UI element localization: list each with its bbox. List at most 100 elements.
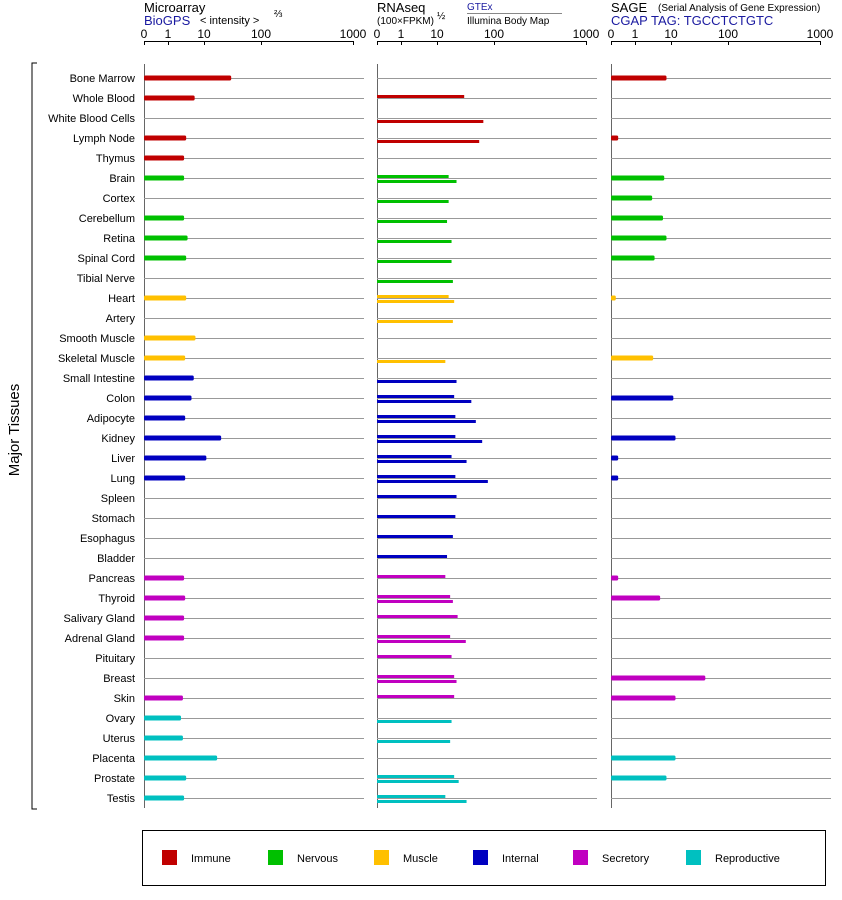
rnaseq-ibm-bar: [377, 400, 472, 403]
tissue-label: Smooth Muscle: [59, 333, 135, 345]
rnaseq-ibm-bar: [377, 720, 452, 723]
tissue-label: Tibial Nerve: [77, 273, 135, 285]
sage-bar: [611, 195, 653, 201]
rnaseq-gtex-bar: [377, 435, 456, 438]
microarray-bar: [144, 695, 183, 701]
microarray-x-tick-label: 100: [251, 27, 271, 41]
tissue-label: Spinal Cord: [78, 253, 135, 265]
microarray-subtitle: BioGPS: [144, 13, 191, 28]
tissue-label: Brain: [109, 173, 135, 185]
microarray-bar: [144, 755, 218, 761]
legend-label-internal: Internal: [502, 853, 539, 865]
microarray-bar: [144, 395, 192, 401]
sage-bar: [611, 295, 616, 301]
rnaseq-gtex-bar: [377, 555, 448, 558]
rnaseq-gtex-bar: [377, 775, 455, 778]
sage-bar: [611, 215, 664, 221]
microarray-bar: [144, 155, 185, 161]
microarray-bar: [144, 715, 182, 721]
legend-label-immune: Immune: [191, 853, 231, 865]
sage-bar: [611, 455, 619, 461]
rnaseq-gtex-bar: [377, 635, 451, 638]
microarray-axis-label: < intensity >: [200, 15, 259, 27]
sage-bar: [611, 235, 667, 241]
tissue-label: Heart: [108, 293, 135, 305]
y-group-label: Major Tissues: [6, 384, 23, 477]
legend-swatch-internal: [473, 850, 488, 865]
microarray-bar: [144, 635, 185, 641]
sage-panel: 0 1 10 100 1000: [608, 27, 834, 808]
legend-label-nervous: Nervous: [297, 853, 338, 865]
microarray-bar: [144, 135, 187, 141]
rnaseq-ibm-bar: [377, 480, 488, 483]
microarray-title: Microarray: [144, 0, 206, 15]
microarray-bar: [144, 215, 185, 221]
tissue-label: Cortex: [103, 193, 136, 205]
rnaseq-gtex-bar: [377, 455, 452, 458]
rnaseq-x-tick-label: 100: [484, 27, 504, 41]
sage-bar: [611, 255, 655, 261]
tissue-label: Stomach: [92, 513, 135, 525]
microarray-axis-exponent: ⅔: [274, 9, 283, 20]
rnaseq-panel: 0 1 10 100 1000: [374, 27, 600, 808]
microarray-bar: [144, 375, 194, 381]
microarray-bar: [144, 455, 207, 461]
tissue-label: Thymus: [96, 153, 136, 165]
tissue-label: Artery: [106, 313, 136, 325]
tissue-label: Pituitary: [95, 653, 135, 665]
rnaseq-gtex-bar: [377, 475, 456, 478]
microarray-header: Microarray BioGPS < intensity > ⅔: [144, 0, 283, 28]
rnaseq-ibm-bar: [377, 240, 452, 243]
rnaseq-gtex-bar: [377, 295, 449, 298]
rnaseq-ibm-bar: [377, 180, 457, 183]
tissue-label: Liver: [111, 453, 135, 465]
rnaseq-ibm-bar: [377, 640, 466, 643]
rnaseq-gtex-bar: [377, 175, 449, 178]
tissue-label: Breast: [103, 673, 135, 685]
legend: Immune Nervous Muscle Internal Secretory Repr…: [162, 850, 780, 865]
legend-box: [142, 830, 826, 886]
microarray-x-tick-label: 10: [197, 27, 211, 41]
sage-x-tick-label: 100: [718, 27, 738, 41]
rnaseq-ibm-bar: [377, 800, 467, 803]
sage-bar: [611, 595, 661, 601]
tissue-label: Pancreas: [89, 573, 136, 585]
rnaseq-gtex-bar: [377, 495, 457, 498]
tissue-label: Lung: [111, 473, 135, 485]
tissue-label: White Blood Cells: [48, 113, 135, 125]
sage-header: SAGE (Serial Analysis of Gene Expression…: [611, 0, 820, 28]
rnaseq-ibm-bar: [377, 680, 457, 683]
sage-bar: [611, 175, 665, 181]
sage-title: SAGE: [611, 0, 647, 15]
tissue-label: Bladder: [97, 553, 135, 565]
rnaseq-ibm-bar: [377, 740, 451, 743]
microarray-bar: [144, 335, 196, 341]
rnaseq-gtex-bar: [377, 695, 455, 698]
microarray-x-tick-label: 1: [165, 27, 172, 41]
sage-bar: [611, 695, 676, 701]
rnaseq-gtex-bar: [377, 575, 446, 578]
rnaseq-gtex-bar: [377, 675, 455, 678]
rnaseq-ibm-bar: [377, 300, 455, 303]
tissue-label: Skeletal Muscle: [58, 353, 135, 365]
tissue-labels: Bone Marrow Whole Blood White Blood Cells L…: [48, 73, 136, 805]
legend-label-secretory: Secretory: [602, 853, 650, 865]
sage-x-tick-label: 0: [608, 27, 615, 41]
sage-bar: [611, 475, 619, 481]
legend-swatch-immune: [162, 850, 177, 865]
microarray-x-tick-label: 0: [141, 27, 148, 41]
tissue-label: Uterus: [103, 733, 136, 745]
tissue-label: Small Intestine: [63, 373, 135, 385]
sage-x-tick-label: 1: [632, 27, 639, 41]
rnaseq-ibm-bar: [377, 440, 483, 443]
tissue-label: Cerebellum: [79, 213, 135, 225]
rnaseq-gtex-bar: [377, 795, 446, 798]
sage-bar: [611, 575, 619, 581]
legend-label-reproductive: Reproductive: [715, 853, 780, 865]
microarray-bar: [144, 575, 185, 581]
rnaseq-series-ibm-label: Illumina Body Map: [467, 16, 550, 27]
tissue-label: Salivary Gland: [63, 613, 135, 625]
tissue-label: Bone Marrow: [70, 73, 135, 85]
microarray-bar: [144, 235, 188, 241]
